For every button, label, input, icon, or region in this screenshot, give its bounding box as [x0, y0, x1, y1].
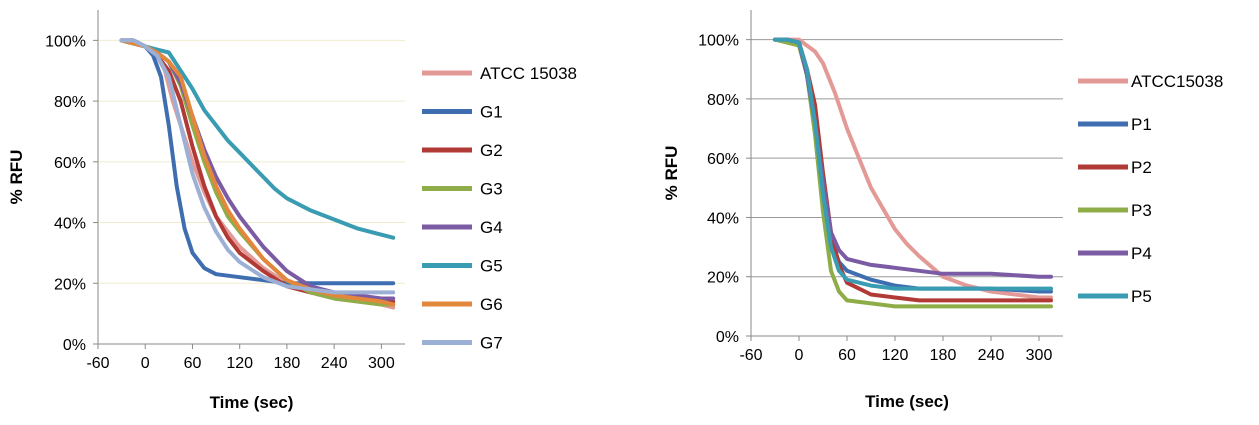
legend-label-b-0: ATCC15038: [1131, 72, 1223, 91]
y-tick-label-b-5: 100%: [698, 33, 739, 50]
series-line-b-p5: [773, 37, 1053, 291]
legend-label-a-1: G1: [480, 103, 503, 122]
y-tick-label-a-3: 60%: [54, 155, 86, 172]
y-tick-label-a-1: 20%: [54, 276, 86, 293]
y-axis-title-b: % RFU: [662, 146, 681, 201]
x-tick-label-b-3: 120: [882, 347, 909, 364]
x-tick-label-b-5: 240: [978, 347, 1005, 364]
legend-label-b-4: P4: [1131, 244, 1152, 263]
y-tick-label-a-0: 0%: [63, 337, 86, 354]
legend-label-a-6: G6: [480, 295, 503, 314]
y-tick-label-a-4: 80%: [54, 94, 86, 111]
x-tick-label-a-0: -60: [86, 355, 109, 372]
series-line-b-p3: [773, 37, 1053, 309]
legend-label-a-0: ATCC 15038: [480, 64, 577, 83]
x-tick-label-a-6: 300: [368, 355, 395, 372]
x-tick-label-a-4: 180: [274, 355, 301, 372]
x-tick-label-a-2: 60: [184, 355, 202, 372]
x-axis-title-b: Time (sec): [865, 392, 949, 411]
x-tick-label-b-4: 180: [930, 347, 957, 364]
legend-label-b-1: P1: [1131, 115, 1152, 134]
y-tick-label-b-3: 60%: [707, 151, 739, 168]
x-tick-label-a-5: 240: [321, 355, 348, 372]
x-axis-title-a: Time (sec): [210, 393, 294, 412]
y-tick-label-b-2: 40%: [707, 210, 739, 227]
x-tick-label-b-6: 300: [1026, 347, 1053, 364]
legend-label-a-3: G3: [480, 180, 503, 199]
y-tick-label-b-4: 80%: [707, 92, 739, 109]
legend-label-b-5: P5: [1131, 287, 1152, 306]
legend-label-a-2: G2: [480, 141, 503, 160]
legend-label-a-7: G7: [480, 334, 503, 353]
series-line-a-g1: [119, 38, 396, 286]
series-line-a-g7: [119, 38, 396, 295]
y-tick-label-b-0: 0%: [716, 329, 739, 346]
x-tick-label-b-2: 60: [838, 347, 856, 364]
y-tick-label-a-5: 100%: [45, 33, 86, 50]
x-tick-label-a-1: 0: [141, 355, 150, 372]
y-axis-title-a: % RFU: [7, 150, 26, 205]
x-tick-label-a-3: 120: [226, 355, 253, 372]
y-tick-label-a-2: 40%: [54, 216, 86, 233]
series-line-a-g5: [119, 38, 396, 240]
series-line-b-atcc15038: [773, 37, 1053, 300]
x-tick-label-b-1: 0: [795, 347, 804, 364]
legend-label-a-5: G5: [480, 257, 503, 276]
legend-label-b-2: P2: [1131, 158, 1152, 177]
series-line-b-p2: [773, 37, 1053, 303]
y-tick-label-b-1: 20%: [707, 270, 739, 287]
legend-label-a-4: G4: [480, 218, 503, 237]
legend-label-b-3: P3: [1131, 201, 1152, 220]
x-tick-label-b-0: -60: [739, 347, 762, 364]
